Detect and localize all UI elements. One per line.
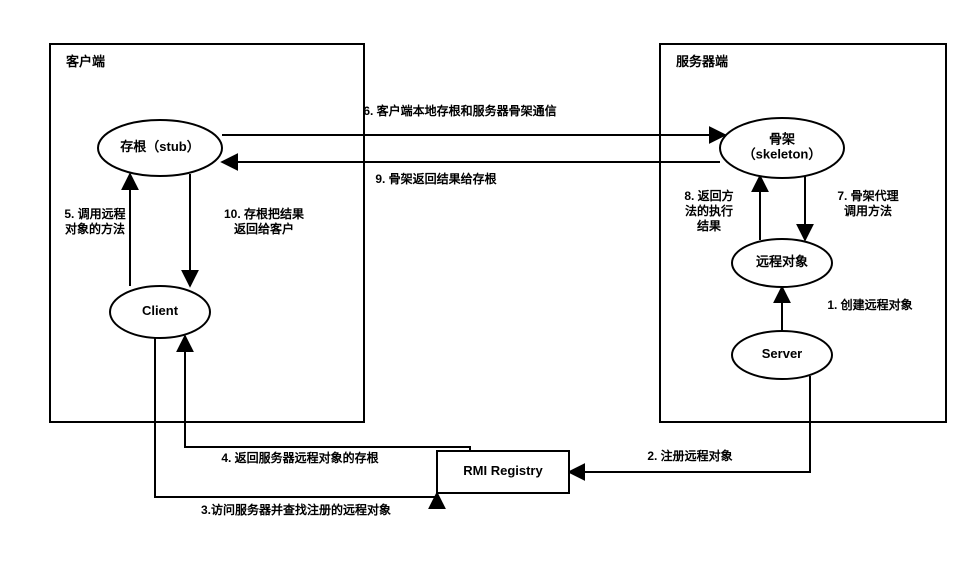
edge-label-e6: 6. 客户端本地存根和服务器骨架通信 — [363, 103, 556, 118]
node-label-remote: 远程对象 — [756, 254, 808, 269]
edge-label-e4: 4. 返回服务器远程对象的存根 — [221, 450, 378, 465]
edge-label-e10: 10. 存根把结果返回给客户 — [224, 206, 304, 236]
edge-label-e3: 3.访问服务器并查找注册的远程对象 — [201, 502, 391, 517]
node-label-client: Client — [142, 303, 179, 318]
edge-label-e7: 7. 骨架代理调用方法 — [837, 188, 898, 218]
server-box-label: 服务器端 — [676, 54, 728, 69]
node-label-server: Server — [762, 346, 802, 361]
edge-e4 — [185, 336, 470, 451]
edge-e3 — [155, 338, 437, 497]
node-label-stub: 存根（stub） — [120, 139, 199, 154]
edge-label-e2: 2. 注册远程对象 — [647, 448, 732, 463]
edge-label-e1: 1. 创建远程对象 — [827, 297, 912, 312]
edge-label-e8: 8. 返回方法的执行结果 — [684, 188, 733, 233]
edge-label-e5: 5. 调用远程对象的方法 — [64, 206, 125, 236]
client-box-label: 客户端 — [66, 54, 105, 69]
node-label-registry: RMI Registry — [463, 463, 543, 478]
edge-label-e9: 9. 骨架返回结果给存根 — [375, 171, 496, 186]
